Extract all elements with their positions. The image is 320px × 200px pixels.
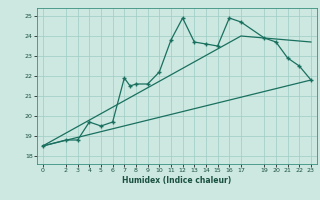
X-axis label: Humidex (Indice chaleur): Humidex (Indice chaleur)	[122, 176, 231, 185]
